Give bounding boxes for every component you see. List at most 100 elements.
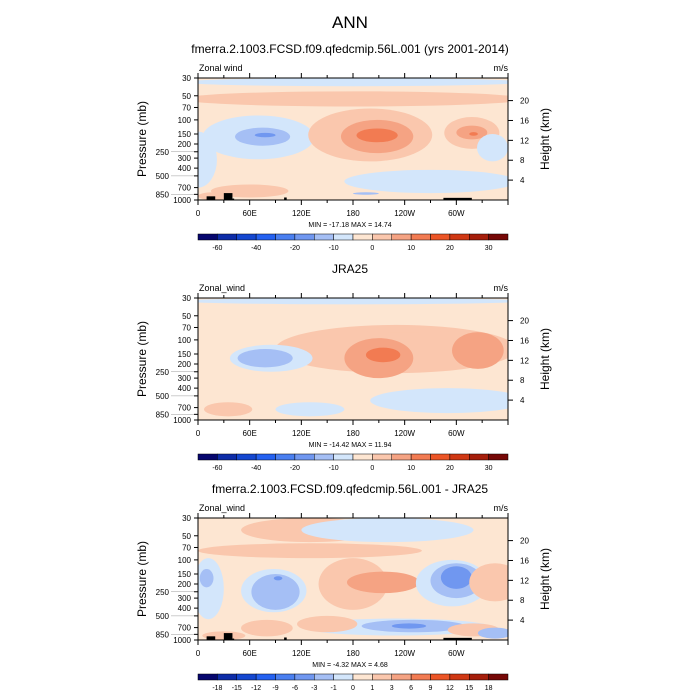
x-tick-label: 120W xyxy=(394,429,415,438)
y-tick-label: 100 xyxy=(178,116,192,125)
y-tick-label: 700 xyxy=(178,624,192,633)
panel-3: fmerra.2.1003.FCSD.f09.qfedcmip.56L.001 … xyxy=(135,482,552,692)
colorbar-box xyxy=(275,453,296,461)
colorbar-box xyxy=(275,673,296,681)
y2-axis-label: Height (km) xyxy=(538,328,552,390)
colorbar-box xyxy=(372,673,392,681)
y2-tick-label: 4 xyxy=(520,616,525,625)
colorbar-box xyxy=(294,233,315,241)
y-tick-label: 150 xyxy=(178,130,192,139)
colorbar-label: 9 xyxy=(429,685,433,692)
colorbar-label: 1 xyxy=(370,685,374,692)
min-max-stats: MIN = -4.32 MAX = 4.68 xyxy=(312,662,388,669)
colorbar-box xyxy=(294,453,315,461)
contour-region xyxy=(198,306,508,321)
contour-region xyxy=(469,132,478,136)
panel-title: fmerra.2.1003.FCSD.f09.qfedcmip.56L.001 … xyxy=(212,482,488,496)
y-axis-label: Pressure (mb) xyxy=(135,101,149,177)
colorbar-box xyxy=(469,673,489,681)
y-tick-label: 50 xyxy=(182,92,191,101)
y-tick-label: 200 xyxy=(178,580,192,589)
contour-region xyxy=(440,566,472,589)
colorbar-box xyxy=(333,233,354,241)
colorbar-box xyxy=(217,233,237,241)
y-tick-label: 850 xyxy=(156,410,170,419)
colorbar-box xyxy=(449,453,470,461)
colorbar-box xyxy=(236,233,257,241)
contour-region xyxy=(365,347,401,363)
colorbar-label: 0 xyxy=(370,245,374,252)
contour-region xyxy=(452,332,504,369)
y-tick-label: 400 xyxy=(178,384,192,393)
contour-region xyxy=(344,169,508,194)
colorbar-box xyxy=(391,673,412,681)
colorbar-label: -18 xyxy=(212,685,222,692)
contour-region xyxy=(469,563,508,602)
colorbar-label: -1 xyxy=(331,685,337,692)
x-tick-label: 60E xyxy=(243,649,257,658)
contour-region xyxy=(204,402,253,417)
colorbar-label: 18 xyxy=(485,685,493,692)
colorbar-box xyxy=(352,453,373,461)
y2-tick-label: 8 xyxy=(520,376,525,385)
contour-region xyxy=(199,569,214,588)
y-tick-label: 30 xyxy=(182,294,191,303)
y-tick-label: 1000 xyxy=(173,636,191,645)
colorbar-label: -12 xyxy=(251,685,261,692)
y2-tick-label: 4 xyxy=(520,176,525,185)
contour-region xyxy=(346,571,420,594)
colorbar-box xyxy=(372,453,392,461)
contour-region xyxy=(198,558,224,620)
colorbar-box xyxy=(430,453,451,461)
colorbar-box xyxy=(197,233,218,241)
colorbar-box xyxy=(449,673,470,681)
y-tick-label: 400 xyxy=(178,604,192,613)
contour-region xyxy=(477,133,508,162)
colorbar-box xyxy=(430,673,451,681)
colorbar-box xyxy=(314,233,334,241)
contour-field xyxy=(198,298,508,420)
y-tick-label: 700 xyxy=(178,184,192,193)
colorbar-label: 30 xyxy=(485,245,493,252)
contour-region xyxy=(353,192,379,195)
topography xyxy=(206,196,216,200)
y-tick-label: 150 xyxy=(178,570,192,579)
colorbar-box xyxy=(391,453,412,461)
y-tick-label: 500 xyxy=(156,172,170,181)
y-tick-label: 250 xyxy=(156,148,170,157)
colorbar-label: 15 xyxy=(465,685,473,692)
x-tick-label: 120E xyxy=(292,649,311,658)
contour-field xyxy=(198,518,508,640)
colorbar-box xyxy=(314,453,334,461)
y2-tick-label: 12 xyxy=(520,356,529,365)
colorbar-label: 20 xyxy=(446,245,454,252)
contour-field xyxy=(198,78,508,200)
contour-region xyxy=(198,78,508,87)
contour-region xyxy=(237,349,293,368)
colorbar-label: -40 xyxy=(251,245,261,252)
variable-label: Zonal_wind xyxy=(199,283,245,293)
colorbar-label: 0 xyxy=(351,685,355,692)
topography xyxy=(206,636,216,640)
colorbar-label: 10 xyxy=(407,245,415,252)
y2-tick-label: 8 xyxy=(520,596,525,605)
y-tick-label: 100 xyxy=(178,556,192,565)
contour-region xyxy=(356,128,398,143)
colorbar-box xyxy=(352,673,373,681)
colorbar-box xyxy=(197,453,218,461)
colorbar-box xyxy=(488,233,509,241)
contour-region xyxy=(254,132,276,138)
contour-region xyxy=(198,298,508,305)
topography xyxy=(232,638,235,640)
topography xyxy=(232,198,235,200)
main-title: ANN xyxy=(332,13,368,32)
colorbar-box xyxy=(314,673,334,681)
colorbar-box xyxy=(469,453,489,461)
y-tick-label: 30 xyxy=(182,514,191,523)
colorbar-label: 30 xyxy=(485,465,493,472)
topography xyxy=(223,633,233,640)
colorbar-label: -9 xyxy=(272,685,278,692)
y-tick-label: 300 xyxy=(178,154,192,163)
units-label: m/s xyxy=(494,283,509,293)
